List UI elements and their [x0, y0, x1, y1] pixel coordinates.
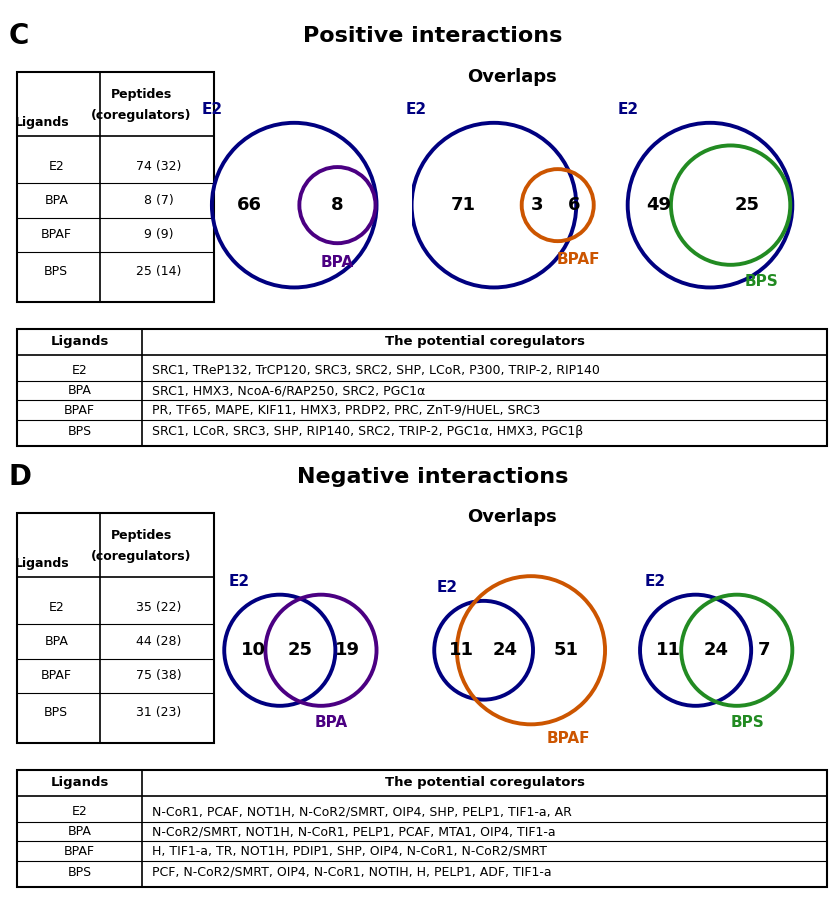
Text: BPAF: BPAF	[41, 670, 71, 682]
Text: BPS: BPS	[67, 425, 92, 438]
Text: The potential coregulators: The potential coregulators	[385, 776, 585, 789]
Text: BPAF: BPAF	[557, 253, 600, 267]
FancyBboxPatch shape	[17, 513, 214, 742]
Text: SRC1, LCoR, SRC3, SHP, RIP140, SRC2, TRIP-2, PGC1α, HMX3, PGC1β: SRC1, LCoR, SRC3, SHP, RIP140, SRC2, TRI…	[152, 425, 584, 438]
Text: 10: 10	[240, 641, 265, 659]
Text: 74 (32): 74 (32)	[136, 159, 181, 173]
Text: N-CoR1, PCAF, NOT1H, N-CoR2/SMRT, OIP4, SHP, PELP1, TIF1-a, AR: N-CoR1, PCAF, NOT1H, N-CoR2/SMRT, OIP4, …	[152, 806, 572, 818]
Text: E2: E2	[49, 600, 64, 614]
Text: 25: 25	[734, 196, 759, 214]
Text: BPS: BPS	[730, 716, 764, 730]
Text: Ligands: Ligands	[50, 776, 109, 789]
Text: C: C	[8, 22, 29, 50]
Text: 75 (38): 75 (38)	[136, 670, 181, 682]
Text: BPA: BPA	[45, 194, 68, 207]
Text: BPS: BPS	[67, 866, 92, 879]
Text: BPS: BPS	[45, 706, 68, 719]
Text: E2: E2	[71, 364, 87, 377]
Text: 8: 8	[331, 196, 344, 214]
Text: 71: 71	[450, 196, 475, 214]
Text: Ligands: Ligands	[15, 557, 70, 570]
Text: Overlaps: Overlaps	[468, 508, 557, 526]
Text: 3: 3	[531, 196, 543, 214]
Text: (coregulators): (coregulators)	[91, 109, 192, 122]
FancyBboxPatch shape	[17, 770, 827, 886]
Text: 24: 24	[493, 641, 517, 659]
Text: BPAF: BPAF	[41, 229, 71, 241]
Text: (coregulators): (coregulators)	[91, 550, 192, 563]
Text: 25 (14): 25 (14)	[136, 266, 181, 278]
Text: The potential coregulators: The potential coregulators	[385, 335, 585, 348]
Text: E2: E2	[405, 102, 426, 117]
Text: N-CoR2/SMRT, NOT1H, N-CoR1, PELP1, PCAF, MTA1, OIP4, TIF1-a: N-CoR2/SMRT, NOT1H, N-CoR1, PELP1, PCAF,…	[152, 825, 556, 838]
Text: E2: E2	[49, 159, 64, 173]
Text: SRC1, HMX3, NcoA-6/RAP250, SRC2, PGC1α: SRC1, HMX3, NcoA-6/RAP250, SRC2, PGC1α	[152, 384, 425, 397]
Text: Peptides: Peptides	[111, 529, 172, 543]
Text: H, TIF1-a, TR, NOT1H, PDIP1, SHP, OIP4, N-CoR1, N-CoR2/SMRT: H, TIF1-a, TR, NOT1H, PDIP1, SHP, OIP4, …	[152, 845, 547, 858]
Text: 25: 25	[288, 641, 312, 659]
Text: BPA: BPA	[315, 716, 348, 730]
Text: Peptides: Peptides	[111, 88, 172, 102]
Text: 31 (23): 31 (23)	[136, 706, 181, 719]
Text: PCF, N-CoR2/SMRT, OIP4, N-CoR1, NOTIH, H, PELP1, ADF, TIF1-a: PCF, N-CoR2/SMRT, OIP4, N-CoR1, NOTIH, H…	[152, 866, 552, 879]
Text: D: D	[8, 463, 31, 491]
Text: 66: 66	[236, 196, 261, 214]
Text: BPA: BPA	[68, 384, 92, 397]
Text: SRC1, TReP132, TrCP120, SRC3, SRC2, SHP, LCoR, P300, TRIP-2, RIP140: SRC1, TReP132, TrCP120, SRC3, SRC2, SHP,…	[152, 364, 600, 377]
Text: BPS: BPS	[744, 274, 779, 289]
Text: 11: 11	[656, 641, 681, 659]
Text: 51: 51	[554, 641, 579, 659]
Text: 19: 19	[335, 641, 360, 659]
Text: BPA: BPA	[321, 255, 354, 269]
Text: 11: 11	[449, 641, 474, 659]
Text: 7: 7	[758, 641, 769, 659]
Text: BPA: BPA	[68, 825, 92, 838]
Text: BPS: BPS	[45, 266, 68, 278]
Text: Negative interactions: Negative interactions	[297, 467, 569, 487]
Text: Ligands: Ligands	[50, 335, 109, 348]
Text: Positive interactions: Positive interactions	[303, 26, 562, 46]
Text: E2: E2	[228, 573, 249, 589]
Text: 6: 6	[568, 196, 580, 214]
Text: BPAF: BPAF	[64, 845, 95, 858]
Text: BPAF: BPAF	[64, 404, 95, 417]
Text: E2: E2	[617, 102, 638, 117]
Text: E2: E2	[202, 102, 223, 117]
Text: 9 (9): 9 (9)	[144, 229, 174, 241]
Text: Overlaps: Overlaps	[468, 68, 557, 86]
Text: E2: E2	[436, 580, 458, 595]
Text: 35 (22): 35 (22)	[136, 600, 181, 614]
Text: E2: E2	[71, 806, 87, 818]
Text: E2: E2	[644, 573, 665, 589]
Text: 44 (28): 44 (28)	[136, 635, 181, 648]
Text: Ligands: Ligands	[15, 116, 70, 129]
FancyBboxPatch shape	[17, 72, 214, 302]
FancyBboxPatch shape	[17, 328, 827, 446]
Text: BPAF: BPAF	[546, 731, 590, 745]
Text: 49: 49	[646, 196, 671, 214]
Text: PR, TF65, MAPE, KIF11, HMX3, PRDP2, PRC, ZnT-9/HUEL, SRC3: PR, TF65, MAPE, KIF11, HMX3, PRDP2, PRC,…	[152, 404, 540, 417]
Text: 24: 24	[704, 641, 728, 659]
Text: BPA: BPA	[45, 635, 68, 648]
Text: 8 (7): 8 (7)	[144, 194, 174, 207]
